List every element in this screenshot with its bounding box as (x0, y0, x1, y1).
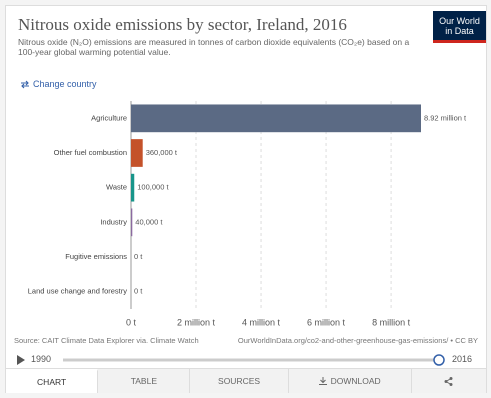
chart-title: Nitrous oxide emissions by sector, Irela… (18, 15, 347, 34)
chart: 0 t 2 million t 4 million t 6 million t 8 mi… (28, 101, 467, 327)
value-label: 0 t (134, 252, 143, 261)
value-label: 100,000 t (137, 183, 169, 192)
y-tick-label: Land use change and forestry (28, 287, 127, 296)
x-tick-label: 4 million t (242, 317, 281, 327)
tab[interactable]: TABLE (98, 369, 191, 393)
x-tick-label: 2 million t (177, 317, 216, 327)
value-label: 8.92 million t (424, 113, 467, 122)
chart-subtitle: Nitrous oxide (N₂O) emissions are measur… (18, 37, 410, 57)
share-icon (444, 376, 453, 386)
tab[interactable]: SOURCES (190, 369, 289, 393)
tab-label: DOWNLOAD (330, 376, 381, 386)
y-tick-label: Agriculture (91, 113, 127, 122)
y-tick-label: Industry (100, 217, 127, 226)
y-tick-label: Other fuel combustion (54, 148, 127, 157)
card: Nitrous oxide emissions by sector, Irela… (5, 5, 487, 393)
timeline: 1990 2016 (6, 350, 488, 370)
logo-line: in Data (445, 26, 474, 36)
download-icon (318, 377, 327, 385)
y-tick-label: Waste (106, 183, 127, 192)
source-url[interactable]: OurWorldInData.org/co2-and-other-greenho… (237, 336, 478, 345)
swap-icon (21, 80, 29, 88)
tab[interactable]: CHART (6, 369, 99, 393)
bar (131, 173, 135, 202)
bar (131, 104, 421, 133)
source: Source: CAIT Climate Data Explorer via. … (14, 336, 199, 345)
x-tick-label: 0 t (126, 317, 137, 327)
value-label: 360,000 t (146, 148, 178, 157)
value-label: 40,000 t (135, 217, 163, 226)
logo[interactable]: Our World in Data (433, 11, 486, 43)
change-country-label: Change country (33, 79, 97, 89)
tab-label: TABLE (130, 376, 157, 386)
slider[interactable] (61, 353, 451, 367)
change-country[interactable]: Change country (20, 79, 97, 89)
bar (131, 208, 133, 237)
tab-label: SOURCES (218, 376, 261, 386)
play-button[interactable] (16, 355, 26, 365)
timeline-start: 1990 (31, 354, 52, 364)
timeline-end: 2016 (452, 354, 473, 364)
tab-bar: CHART TABLE SOURCES DOWNLOAD (6, 368, 486, 393)
tab[interactable]: DOWNLOAD (288, 369, 412, 393)
bar (131, 139, 143, 167)
value-label: 0 t (134, 287, 143, 296)
x-tick-label: 8 million t (372, 317, 411, 327)
tab[interactable] (411, 369, 486, 393)
x-tick-label: 6 million t (307, 317, 346, 327)
y-tick-label: Fugitive emissions (65, 252, 127, 261)
tab-label: CHART (37, 377, 67, 387)
logo-line: Our World (439, 16, 480, 26)
